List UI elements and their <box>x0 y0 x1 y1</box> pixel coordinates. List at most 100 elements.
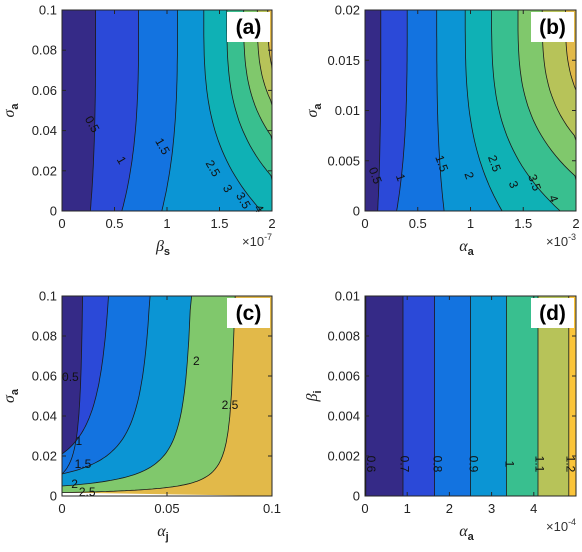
contour-line <box>396 10 408 212</box>
contour-band <box>62 296 197 486</box>
contour-band <box>470 296 507 496</box>
contour-label: 2.5 <box>485 153 504 174</box>
x-axis-label: αa <box>459 238 474 258</box>
x-tick-label: 1 <box>467 216 474 231</box>
contour-line <box>89 10 96 212</box>
contour-band <box>161 10 262 211</box>
contour-band <box>257 10 272 211</box>
contour-line <box>491 10 561 212</box>
contour-label: 1.5 <box>75 457 92 471</box>
x-tick-label: 1 <box>404 501 411 516</box>
contour-label: 2 <box>461 170 477 181</box>
contour-band <box>403 296 435 496</box>
contour-lines <box>365 296 570 496</box>
y-tick-label: 0 <box>50 204 57 219</box>
contour-band <box>518 10 576 211</box>
contour-label: 2 <box>193 354 200 368</box>
x-tick-label: 2 <box>572 216 579 231</box>
y-tick-label: 0.06 <box>32 369 57 384</box>
panel-label: (b) <box>531 12 574 42</box>
contour-label: 1 <box>393 172 409 183</box>
y-axis-label: σa <box>1 103 21 118</box>
panel-label: (d) <box>531 298 574 328</box>
contour-line <box>61 295 197 487</box>
x-tick-label: 0.5 <box>409 216 427 231</box>
panel-label-text: (c) <box>236 302 262 325</box>
contour-label: 2 <box>71 477 78 491</box>
y-tick-label: 0.005 <box>327 153 360 168</box>
contour-line <box>377 10 382 212</box>
y-tick-label: 0.01 <box>335 103 360 118</box>
contour-band <box>365 296 403 496</box>
y-tick-label: 0.008 <box>327 329 360 344</box>
contour-band <box>243 10 272 211</box>
y-tick-label: 0.04 <box>32 123 57 138</box>
contour-label: 0.5 <box>366 165 385 186</box>
x-tick-label: 2 <box>446 501 453 516</box>
y-tick-label: 0.004 <box>327 409 360 424</box>
x-tick-label: 4 <box>530 501 537 516</box>
contour-band <box>568 296 576 496</box>
contour-band <box>465 10 561 211</box>
y-tick-label: 0.01 <box>335 289 360 304</box>
x-tick-label: 0.5 <box>105 216 123 231</box>
panel-label: (a) <box>227 12 270 42</box>
contour-label: 0.5 <box>62 370 79 384</box>
x-tick-label: 0 <box>361 216 368 231</box>
y-tick-label: 0.08 <box>32 329 57 344</box>
contour-label: 2.5 <box>79 485 96 499</box>
y-tick-label: 0.1 <box>39 3 57 18</box>
x-axis-label: αj <box>157 523 168 543</box>
y-tick-label: 0.06 <box>32 83 57 98</box>
x-multiplier: ×10-4 <box>546 517 576 534</box>
panel-label-box <box>227 298 270 328</box>
panel-label-text: (a) <box>236 16 262 39</box>
x-axis-label: βs <box>155 238 170 258</box>
x-tick-label: 0 <box>361 501 368 516</box>
contour-bands <box>365 296 576 496</box>
contour-label: 1 <box>502 461 516 468</box>
contour-band <box>436 10 503 211</box>
contour-band <box>121 10 178 211</box>
y-axis: 0 0.02 0.04 0.06 0.08 0.1 <box>32 3 272 219</box>
y-tick-label: 0.006 <box>327 369 360 384</box>
axes-frame <box>364 295 577 497</box>
contour-band <box>62 296 161 474</box>
x-tick-label: 1.5 <box>514 216 532 231</box>
x-tick-label: 2 <box>268 216 275 231</box>
y-tick-label: 0 <box>50 489 57 504</box>
panel-label-box <box>531 298 574 328</box>
x-multiplier: ×10-3 <box>546 232 576 249</box>
y-axis: 0 0.02 0.04 0.06 0.08 0.1 <box>32 289 272 504</box>
panel-b: 0.5 1 1.5 2 2.53 3.54 0 0.5 1 1.5 2 0 0.005 0.01 0.015… <box>304 3 580 259</box>
y-tick-label: 0.04 <box>32 409 57 424</box>
panel-d: 0.6 0.7 0.8 0.9 1 1.1 1.2 0 1 2 3 4 0 0.002 0.004 0.006… <box>304 289 577 544</box>
y-tick-label: 0.1 <box>39 289 57 304</box>
contour-band <box>62 296 121 474</box>
contour-labels: 0.6 0.7 0.8 0.9 1 1.1 1.2 <box>364 456 578 473</box>
contour-line <box>517 10 577 211</box>
panel-label: (c) <box>227 298 270 328</box>
y-tick-label: 0 <box>353 204 360 219</box>
x-tick-label: 0.1 <box>263 501 281 516</box>
x-tick-label: 0 <box>58 216 65 231</box>
y-tick-label: 0.015 <box>327 53 360 68</box>
x-axis: 0 0.05 0.1 <box>58 296 281 516</box>
y-tick-label: 0.02 <box>335 3 360 18</box>
contour-label: 0.7 <box>398 456 412 473</box>
panel-label-text: (d) <box>539 302 566 325</box>
y-tick-label: 0 <box>353 489 360 504</box>
contour-band <box>62 296 237 493</box>
y-tick-label: 0.002 <box>327 449 360 464</box>
contour-band <box>203 10 272 211</box>
contour-line <box>464 10 503 212</box>
contour-line <box>436 10 445 212</box>
contour-lines <box>377 10 577 212</box>
contour-bands <box>62 10 272 211</box>
contour-label: 1.2 <box>563 456 577 473</box>
contour-band <box>538 296 569 496</box>
contour-label: 1 <box>75 434 82 448</box>
